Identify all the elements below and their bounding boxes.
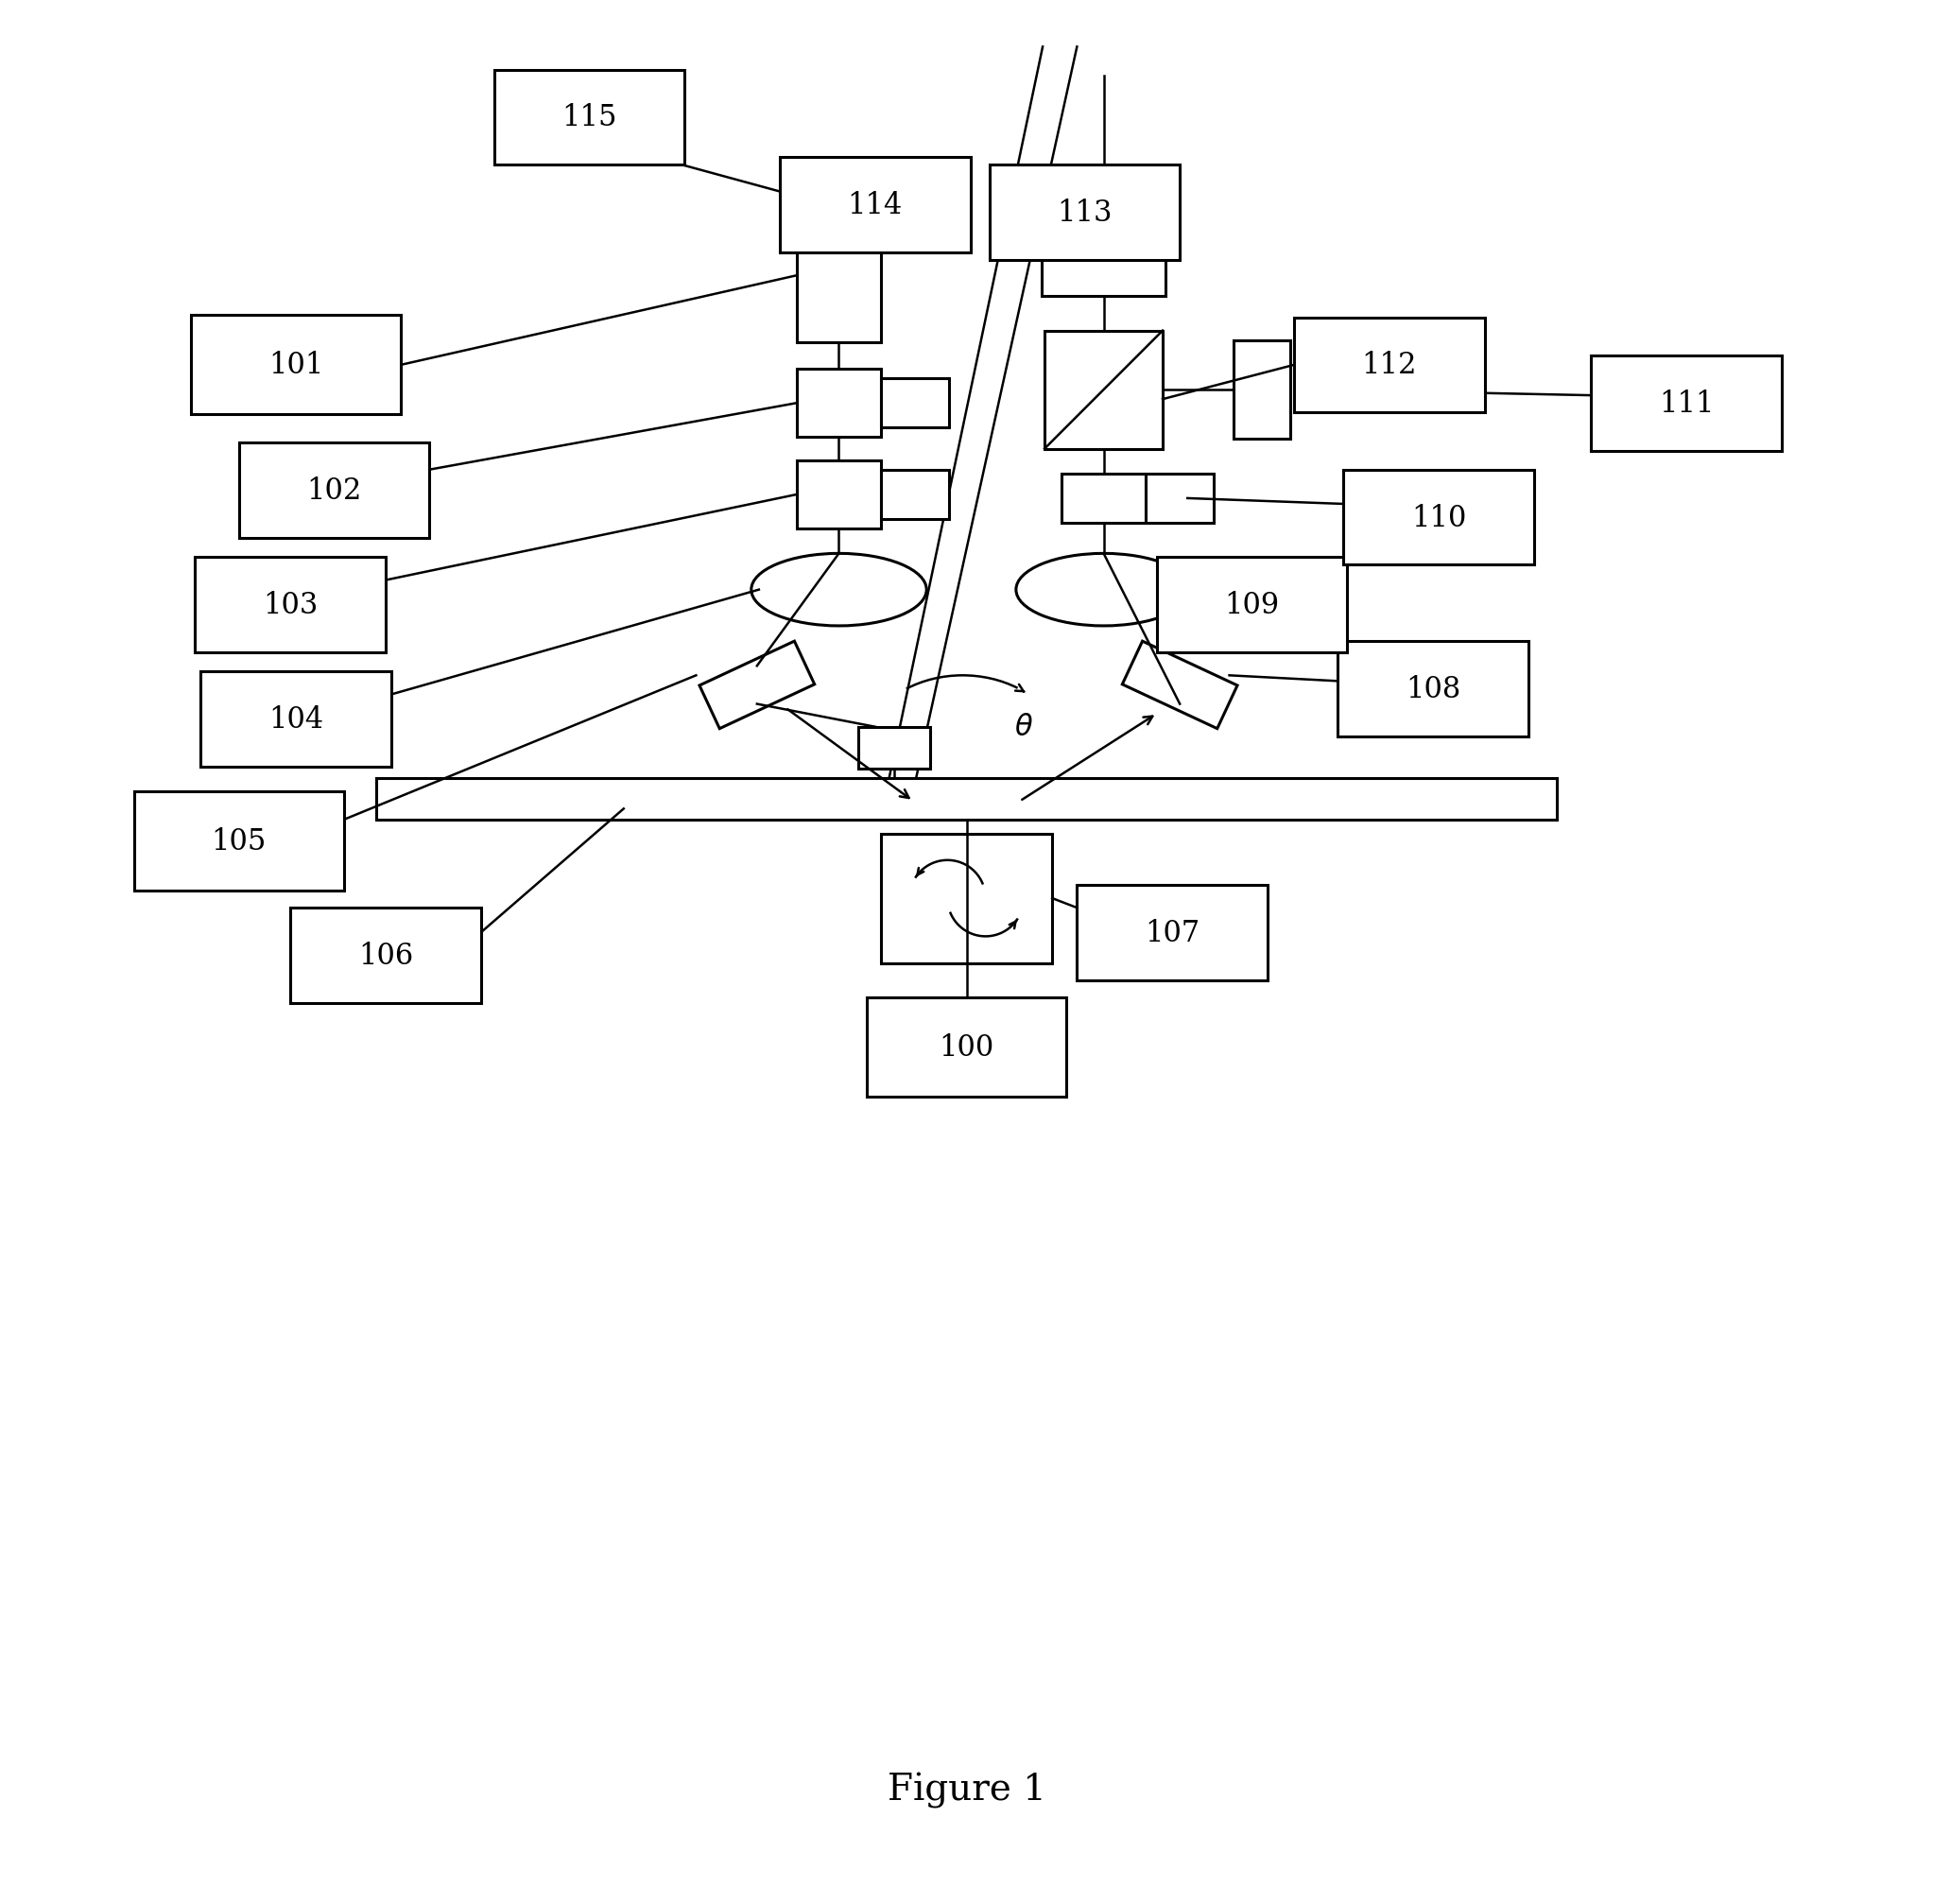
FancyBboxPatch shape	[290, 908, 481, 1003]
Text: 115: 115	[563, 103, 617, 133]
Ellipse shape	[752, 554, 926, 626]
Bar	[1146, 474, 1214, 524]
Bar	[881, 379, 949, 428]
Bar	[1233, 341, 1291, 440]
Text: 107: 107	[1144, 918, 1200, 948]
FancyBboxPatch shape	[1158, 558, 1347, 653]
Bar	[700, 642, 814, 729]
Text: 101: 101	[269, 350, 323, 381]
Bar	[1044, 331, 1162, 449]
Bar	[1061, 474, 1146, 524]
FancyBboxPatch shape	[201, 672, 390, 767]
FancyBboxPatch shape	[1591, 356, 1782, 451]
Text: 103: 103	[263, 590, 317, 621]
FancyBboxPatch shape	[990, 166, 1179, 261]
Text: 114: 114	[847, 190, 903, 221]
Bar	[1123, 642, 1237, 729]
Text: 105: 105	[211, 826, 267, 857]
Text: 112: 112	[1361, 350, 1417, 381]
Text: 109: 109	[1226, 590, 1280, 621]
Text: 110: 110	[1411, 503, 1467, 533]
Text: Figure 1: Figure 1	[887, 1773, 1046, 1807]
FancyBboxPatch shape	[240, 444, 429, 539]
Text: 104: 104	[269, 704, 323, 735]
FancyBboxPatch shape	[1338, 642, 1529, 737]
FancyBboxPatch shape	[866, 998, 1067, 1097]
FancyBboxPatch shape	[1343, 470, 1535, 565]
Bar	[796, 461, 881, 529]
Bar	[881, 470, 949, 520]
Ellipse shape	[1017, 554, 1191, 626]
FancyBboxPatch shape	[495, 70, 684, 166]
Text: 108: 108	[1405, 674, 1461, 704]
Text: 100: 100	[939, 1032, 994, 1062]
Bar	[796, 369, 881, 438]
Bar	[1042, 244, 1166, 297]
Text: 111: 111	[1659, 388, 1715, 419]
FancyBboxPatch shape	[195, 558, 385, 653]
FancyBboxPatch shape	[1293, 318, 1485, 413]
FancyBboxPatch shape	[191, 316, 400, 415]
Text: 102: 102	[307, 476, 361, 506]
Text: 113: 113	[1057, 198, 1111, 228]
FancyBboxPatch shape	[1077, 885, 1268, 981]
Bar	[377, 779, 1556, 821]
Bar	[858, 727, 930, 769]
FancyBboxPatch shape	[779, 158, 970, 253]
FancyBboxPatch shape	[133, 792, 344, 891]
Bar	[881, 834, 1052, 963]
Text: 106: 106	[358, 941, 414, 971]
Text: $\theta$: $\theta$	[1015, 712, 1032, 743]
Bar	[796, 209, 881, 343]
